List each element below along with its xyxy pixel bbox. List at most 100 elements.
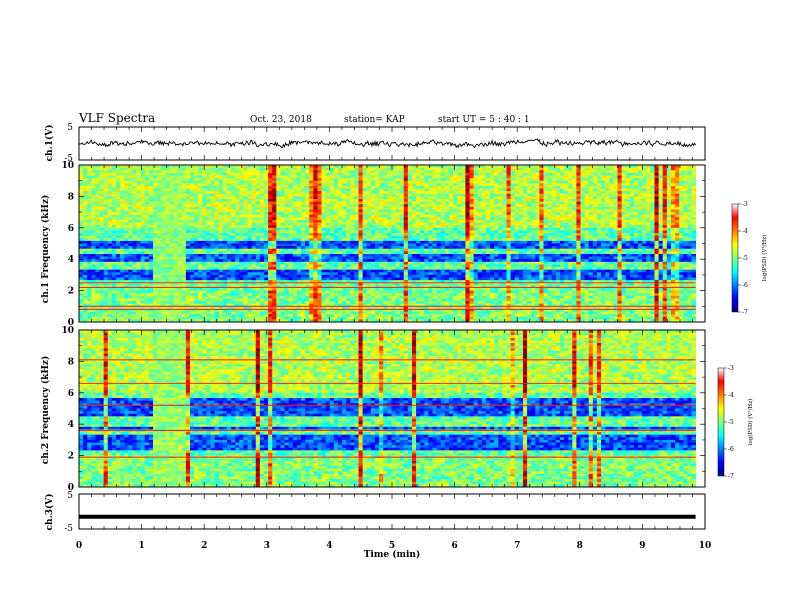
- spectrogram-cell: [481, 206, 487, 210]
- spectrogram-cell: [514, 246, 520, 250]
- spectrogram-cell: [111, 201, 117, 205]
- spectrogram-cell: [309, 188, 314, 192]
- spectrogram-cell: [79, 212, 84, 216]
- spectrogram-cell: [189, 217, 195, 221]
- spectrogram-cell: [522, 246, 528, 250]
- spectrogram-cell: [440, 227, 446, 231]
- spectrogram-cell: [387, 235, 392, 239]
- spectrogram-cell: [391, 165, 396, 169]
- spectrogram-cell: [79, 170, 84, 174]
- spectrogram-cell: [116, 233, 121, 237]
- spectrogram-cell: [263, 196, 269, 200]
- spectrogram-cell: [329, 183, 335, 187]
- spectrogram-cell: [551, 175, 557, 179]
- spectrogram-cell: [535, 246, 540, 250]
- spectrogram-cell: [161, 246, 166, 250]
- spectrogram-cell: [411, 219, 417, 223]
- spectrogram-cell: [465, 233, 470, 237]
- spectrogram-cell: [124, 238, 129, 242]
- spectrogram-cell: [399, 175, 405, 179]
- spectrogram-cell: [527, 217, 532, 221]
- spectrogram-cell: [531, 167, 536, 171]
- spectrogram-cell: [194, 233, 199, 237]
- spectrogram-cell: [362, 201, 368, 205]
- spectrogram-cell: [564, 201, 569, 205]
- spectrogram-cell: [531, 178, 536, 182]
- spectrogram-cell: [214, 204, 220, 208]
- spectrogram-cell: [432, 214, 438, 218]
- spectrogram-cell: [670, 170, 676, 174]
- spectrogram-cell: [263, 235, 269, 239]
- spectrogram-cell: [613, 204, 618, 208]
- spectrogram-cell: [362, 206, 368, 210]
- spectrogram-cell: [198, 188, 203, 192]
- spectrogram-cell: [428, 170, 433, 174]
- spectrogram-cell: [535, 230, 540, 234]
- spectrogram-cell: [494, 206, 499, 210]
- spectrogram-cell: [518, 227, 524, 231]
- spectrogram-cell: [551, 219, 557, 223]
- spectrogram-cell: [387, 225, 392, 229]
- spectrogram-cell: [370, 206, 376, 210]
- spectrogram-cell: [329, 217, 335, 221]
- spectrogram-cell: [189, 175, 195, 179]
- spectrogram-cell: [346, 235, 351, 239]
- spectrogram-cell: [547, 201, 553, 205]
- spectrogram-cell: [498, 240, 503, 244]
- spectrogram-cell: [547, 178, 553, 182]
- spectrogram-cell: [161, 175, 166, 179]
- spectrogram-cell: [518, 191, 524, 195]
- spectrogram-cell: [461, 193, 466, 197]
- spectrogram-cell: [559, 217, 565, 221]
- spectrogram-cell: [313, 238, 318, 242]
- spectrogram-cell: [662, 188, 668, 192]
- spectrogram-cell: [416, 214, 421, 218]
- spectrogram-cell: [687, 227, 692, 231]
- spectrogram-cell: [317, 235, 322, 239]
- spectrogram-cell: [444, 204, 450, 208]
- spectrogram-cell: [263, 201, 269, 205]
- spectrogram-cell: [420, 175, 425, 179]
- spectrogram-cell: [366, 230, 372, 234]
- spectrogram-cell: [679, 170, 684, 174]
- spectrogram-cell: [95, 227, 100, 231]
- spectrogram-cell: [481, 225, 487, 229]
- spectrogram-cell: [280, 235, 285, 239]
- spectrogram-cell: [169, 199, 174, 203]
- spectrogram-cell: [296, 165, 302, 169]
- spectrogram-cell: [305, 201, 310, 205]
- spectrogram-cell: [609, 188, 614, 192]
- spectrogram-cell: [165, 206, 170, 210]
- spectrogram-cell: [321, 188, 327, 192]
- spectrogram-cell: [181, 201, 187, 205]
- spectrogram-cell: [165, 204, 170, 208]
- spectrogram-cell: [551, 209, 557, 213]
- spectrogram-cell: [99, 209, 105, 213]
- spectrogram-cell: [555, 175, 561, 179]
- spectrogram-cell: [132, 248, 137, 252]
- spectrogram-cell: [662, 235, 668, 239]
- spectrogram-cell: [531, 196, 536, 200]
- spectrogram-cell: [276, 227, 281, 231]
- spectrogram-cell: [177, 172, 183, 176]
- spectrogram-cell: [617, 227, 623, 231]
- spectrogram-cell: [485, 199, 491, 203]
- spectrogram-cell: [568, 170, 573, 174]
- spectrogram-cell: [148, 201, 154, 205]
- spectrogram-cell: [148, 219, 154, 223]
- spectrogram-cell: [198, 222, 203, 226]
- spectrogram-cell: [584, 183, 590, 187]
- spectrogram-cell: [555, 185, 561, 189]
- spectrogram-cell: [564, 233, 569, 237]
- spectrogram-cell: [510, 212, 516, 216]
- spectrogram-cell: [658, 219, 664, 223]
- spectrogram-cell: [189, 165, 195, 169]
- spectrogram-cell: [650, 235, 655, 239]
- spectrogram-cell: [259, 235, 265, 239]
- spectrogram-cell: [300, 238, 306, 242]
- spectrogram-cell: [691, 230, 697, 234]
- spectrogram-cell: [111, 248, 117, 252]
- spectrogram-cell: [444, 243, 450, 247]
- spectrogram-cell: [687, 230, 692, 234]
- spectrogram-cell: [107, 180, 113, 184]
